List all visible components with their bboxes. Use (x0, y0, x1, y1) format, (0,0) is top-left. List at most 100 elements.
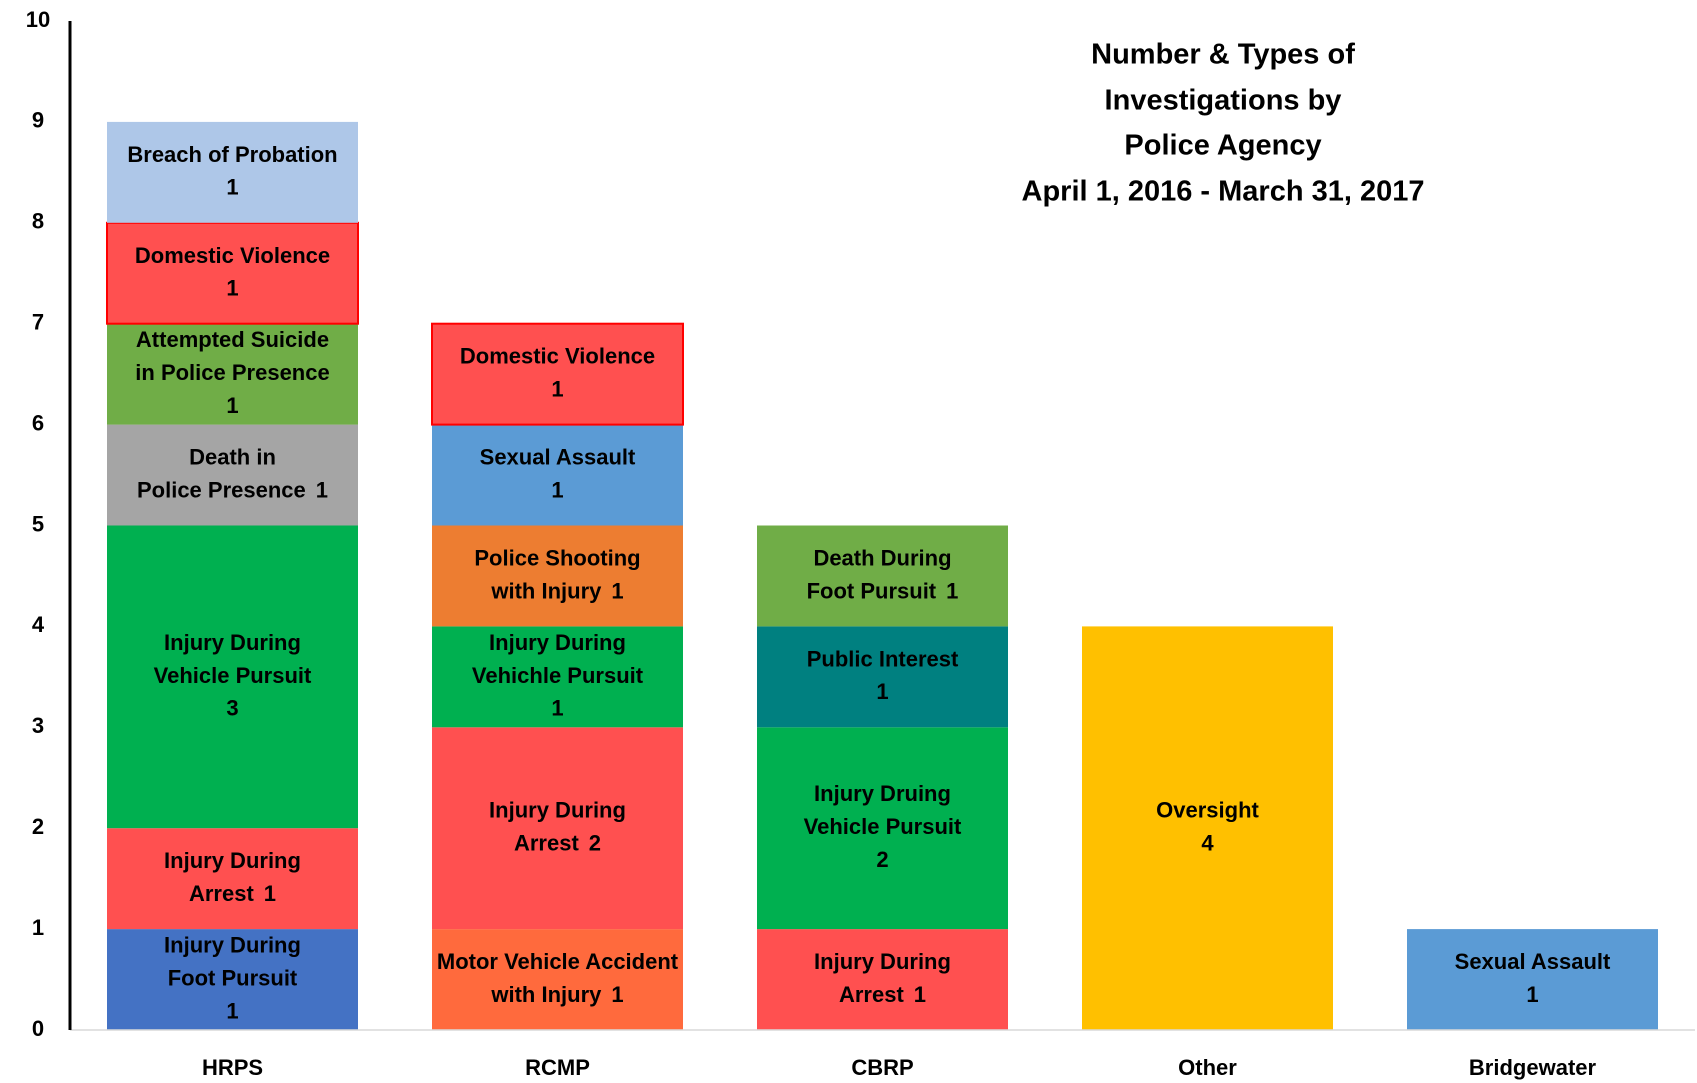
segment-label-text: Domestic Violence (460, 343, 655, 368)
segment-label: Death During (813, 545, 951, 570)
segment-label: Vehicle Pursuit (154, 663, 312, 688)
segment-value: 1 (551, 376, 563, 401)
bar-segment (106, 221, 359, 325)
bar-segment (757, 525, 1008, 627)
y-tick-label: 5 (32, 511, 44, 536)
segment-label-text: Breach of Probation (127, 142, 337, 167)
bar-segment (107, 525, 358, 829)
segment-value: 1 (226, 276, 238, 301)
segment-label-text: with Injury (490, 578, 602, 603)
segment-label: Arrest 2 (514, 831, 601, 856)
bar-segment (432, 626, 683, 728)
segment-value: 4 (1201, 831, 1214, 856)
segment-label-text: Vehicle Pursuit (804, 814, 962, 839)
segment-label: Death in (189, 444, 276, 469)
segment-label: in Police Presence (135, 360, 329, 385)
segment-label-text: Vehichle Pursuit (472, 663, 644, 688)
bar-segment (107, 929, 358, 1030)
chart-title-line: Number & Types of (1091, 39, 1355, 71)
y-tick-label: 7 (32, 310, 44, 335)
segment-label-text: Arrest (514, 831, 579, 856)
segment-label: Public Interest (807, 646, 959, 671)
segment-label-text: Vehicle Pursuit (154, 663, 312, 688)
segment-label: with Injury 1 (490, 578, 623, 603)
segment-label: with Injury 1 (490, 982, 623, 1007)
bar-segment (757, 929, 1008, 1030)
segment-label-text: Sexual Assault (480, 444, 636, 469)
segment-label-text: Arrest (839, 982, 904, 1007)
segment-label: Injury During (489, 630, 626, 655)
segment-label-text: Oversight (1156, 798, 1259, 823)
chart-subtitle: April 1, 2016 - March 31, 2017 (1022, 176, 1425, 208)
segment-value: 1 (316, 477, 328, 502)
segment-label: Injury Druing (814, 781, 951, 806)
segment-value: 1 (226, 393, 238, 418)
segment-value: 1 (264, 881, 276, 906)
chart-title-line: Police Agency (1124, 130, 1321, 162)
segment-label-text: Police Presence (137, 477, 306, 502)
bar-segment (107, 828, 358, 930)
segment-value: 1 (946, 578, 958, 603)
bar-segment (432, 525, 683, 627)
segment-label: Attempted Suicide (136, 327, 329, 352)
segment-label: Motor Vehicle Accident (437, 949, 679, 974)
segment-value: 2 (876, 847, 888, 872)
segment-label-text: with Injury (490, 982, 602, 1007)
segment-label: Arrest 1 (189, 881, 276, 906)
segment-value: 2 (589, 831, 601, 856)
segment-label: Injury During (164, 630, 301, 655)
segment-value: 3 (226, 696, 238, 721)
segment-label-text: Sexual Assault (1455, 949, 1611, 974)
bar-segment (431, 322, 684, 426)
segment-label-text: Foot Pursuit (807, 578, 937, 603)
segment-value: 1 (226, 175, 238, 200)
x-tick-label: HRPS (202, 1055, 263, 1080)
segment-label: Police Shooting (474, 545, 640, 570)
segment-value: 1 (611, 578, 623, 603)
segment-value: 1 (876, 679, 888, 704)
y-tick-label: 2 (32, 814, 44, 839)
segment-label-text: in Police Presence (135, 360, 329, 385)
segment-label-text: Motor Vehicle Accident (437, 949, 679, 974)
segment-label: Oversight (1156, 798, 1259, 823)
bar-segment (1407, 929, 1658, 1030)
segment-label-text: Arrest (189, 881, 254, 906)
segment-value: 1 (551, 477, 563, 502)
segment-label-text: Injury During (814, 949, 951, 974)
segment-value: 1 (1526, 982, 1538, 1007)
bar-segment (432, 929, 683, 1030)
bar-segment (107, 121, 358, 223)
segment-label: Vehichle Pursuit (472, 663, 644, 688)
segment-label: Domestic Violence (460, 343, 655, 368)
segment-label-text: Attempted Suicide (136, 327, 329, 352)
segment-label-text: Injury During (164, 932, 301, 957)
segment-label: Foot Pursuit (168, 965, 298, 990)
segment-label: Police Presence 1 (137, 477, 328, 502)
y-tick-label: 3 (32, 713, 44, 738)
segment-label: Foot Pursuit 1 (807, 578, 959, 603)
segment-label: Injury During (489, 798, 626, 823)
segment-value: 1 (611, 982, 623, 1007)
segment-label: Sexual Assault (1455, 949, 1611, 974)
bar-segment (432, 727, 683, 930)
x-tick-label: RCMP (525, 1055, 590, 1080)
segment-label: Sexual Assault (480, 444, 636, 469)
y-tick-label: 1 (32, 915, 44, 940)
segment-value: 1 (226, 998, 238, 1023)
bar-segment (107, 424, 358, 526)
segment-label-text: Police Shooting (474, 545, 640, 570)
segment-label-text: Injury During (164, 848, 301, 873)
chart-title-line: Investigations by (1105, 85, 1342, 117)
segment-label: Domestic Violence (135, 243, 330, 268)
segment-label-text: Public Interest (807, 646, 959, 671)
x-tick-label: Other (1178, 1055, 1237, 1080)
bar-segment (107, 323, 358, 425)
y-tick-label: 4 (32, 612, 45, 637)
segment-label: Vehicle Pursuit (804, 814, 962, 839)
x-tick-label: CBRP (851, 1055, 913, 1080)
segment-label: Breach of Probation (127, 142, 337, 167)
segment-label-text: Death in (189, 444, 276, 469)
segment-label-text: Injury During (489, 798, 626, 823)
